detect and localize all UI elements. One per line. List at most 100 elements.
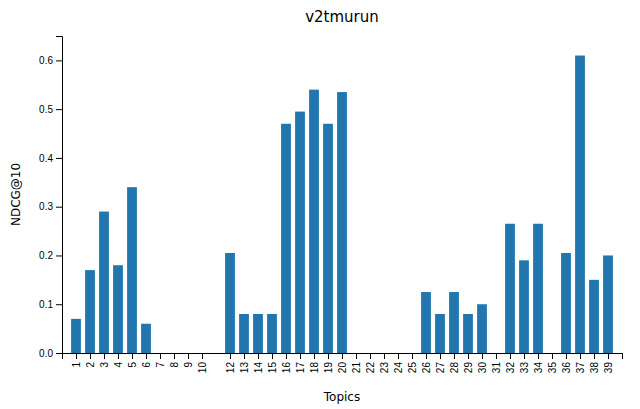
x-axis: 1234567891012131415161718192021222324252… bbox=[63, 353, 623, 373]
bar bbox=[337, 92, 347, 353]
x-tick-mark bbox=[552, 353, 553, 359]
y-axis-title: NDCG@10 bbox=[9, 163, 23, 226]
x-tick: 26 bbox=[421, 353, 432, 373]
x-tick-label: 31 bbox=[491, 362, 502, 374]
bar bbox=[71, 319, 81, 353]
x-tick-label: 14 bbox=[253, 362, 264, 374]
bar bbox=[505, 224, 515, 353]
bar bbox=[477, 304, 487, 353]
x-tick: 2 bbox=[85, 353, 96, 368]
x-tick-label: 6 bbox=[141, 362, 152, 368]
x-tick-mark bbox=[328, 353, 329, 359]
y-tick-label: 0.3 bbox=[39, 201, 53, 212]
x-tick-label: 29 bbox=[463, 362, 474, 374]
y-tick-label: 0.2 bbox=[39, 250, 53, 261]
x-tick-label: 35 bbox=[547, 362, 558, 374]
x-tick-mark bbox=[202, 353, 203, 359]
x-tick: 7 bbox=[155, 353, 166, 368]
x-tick: 38 bbox=[589, 353, 600, 373]
x-tick-label: 12 bbox=[225, 362, 236, 374]
x-tick-label: 1 bbox=[71, 362, 82, 368]
x-tick-mark bbox=[356, 353, 357, 359]
x-tick-label: 2 bbox=[85, 362, 96, 368]
x-tick: 12 bbox=[225, 353, 236, 373]
x-tick-label: 34 bbox=[533, 362, 544, 374]
x-tick-label: 36 bbox=[561, 362, 572, 374]
x-tick-label: 10 bbox=[197, 362, 208, 374]
x-tick-label: 21 bbox=[351, 362, 362, 374]
bar bbox=[197, 353, 207, 354]
bar bbox=[141, 324, 151, 353]
x-tick: 24 bbox=[393, 353, 404, 373]
x-tick-mark bbox=[468, 353, 469, 359]
bar bbox=[603, 255, 613, 353]
x-tick-label: 39 bbox=[603, 362, 614, 374]
y-axis: 0.0 0.1 0.2 0.3 0.4 0.5 0.6 bbox=[39, 37, 62, 359]
bar bbox=[295, 112, 305, 353]
y-tick-label: 0.5 bbox=[39, 104, 53, 115]
x-tick: 30 bbox=[477, 353, 488, 373]
bar bbox=[449, 292, 459, 353]
x-tick-mark bbox=[272, 353, 273, 359]
bar bbox=[113, 265, 123, 353]
x-tick-mark bbox=[454, 353, 455, 359]
bar bbox=[533, 224, 543, 353]
x-tick-mark bbox=[524, 353, 525, 359]
bar bbox=[393, 353, 403, 354]
x-tick: 3 bbox=[99, 353, 110, 368]
bar bbox=[561, 253, 571, 353]
y-tick: 0.6 bbox=[39, 55, 62, 66]
x-tick: 35 bbox=[547, 353, 558, 373]
bar bbox=[351, 353, 361, 354]
x-tick: 17 bbox=[295, 353, 306, 373]
x-tick-label: 30 bbox=[477, 362, 488, 374]
bar bbox=[267, 314, 277, 353]
bar bbox=[225, 253, 235, 353]
y-tick-mark bbox=[56, 158, 62, 159]
bar bbox=[323, 124, 333, 353]
x-tick-label: 22 bbox=[365, 362, 376, 374]
x-tick-mark bbox=[300, 353, 301, 359]
x-tick-mark bbox=[440, 353, 441, 359]
y-tick-label: 0.0 bbox=[39, 348, 53, 359]
x-tick-mark bbox=[426, 353, 427, 359]
y-tick: 0.4 bbox=[39, 153, 62, 164]
bars bbox=[71, 56, 613, 353]
bar bbox=[421, 292, 431, 353]
bar bbox=[309, 90, 319, 353]
x-tick-label: 24 bbox=[393, 362, 404, 374]
x-tick-mark bbox=[146, 353, 147, 359]
x-tick: 31 bbox=[491, 353, 502, 373]
y-tick: 0.5 bbox=[39, 104, 62, 115]
x-tick: 28 bbox=[449, 353, 460, 373]
x-tick-label: 20 bbox=[337, 362, 348, 374]
bar bbox=[407, 353, 417, 354]
x-tick: 9 bbox=[183, 353, 194, 368]
x-tick: 19 bbox=[323, 353, 334, 373]
bar bbox=[379, 353, 389, 354]
y-tick-mark bbox=[56, 60, 62, 61]
x-tick-mark bbox=[118, 353, 119, 359]
x-tick-label: 33 bbox=[519, 362, 530, 374]
y-tick-label: 0.6 bbox=[39, 55, 53, 66]
x-tick: 21 bbox=[351, 353, 362, 373]
x-tick-mark bbox=[314, 353, 315, 359]
x-tick: 33 bbox=[519, 353, 530, 373]
x-tick: 14 bbox=[253, 353, 264, 373]
y-tick: 0.1 bbox=[39, 299, 62, 310]
x-tick-label: 19 bbox=[323, 362, 334, 374]
x-tick-mark bbox=[538, 353, 539, 359]
x-tick-mark bbox=[580, 353, 581, 359]
x-tick-label: 3 bbox=[99, 362, 110, 368]
x-tick-mark bbox=[384, 353, 385, 359]
x-tick-mark bbox=[398, 353, 399, 359]
x-tick: 20 bbox=[337, 353, 348, 373]
x-tick-label: 13 bbox=[239, 362, 250, 374]
x-tick: 6 bbox=[141, 353, 152, 368]
x-tick-mark bbox=[76, 353, 77, 359]
y-tick-mark bbox=[56, 353, 62, 354]
x-axis-line bbox=[63, 354, 623, 360]
x-tick: 15 bbox=[267, 353, 278, 373]
x-tick: 22 bbox=[365, 353, 376, 373]
x-tick: 34 bbox=[533, 353, 544, 373]
